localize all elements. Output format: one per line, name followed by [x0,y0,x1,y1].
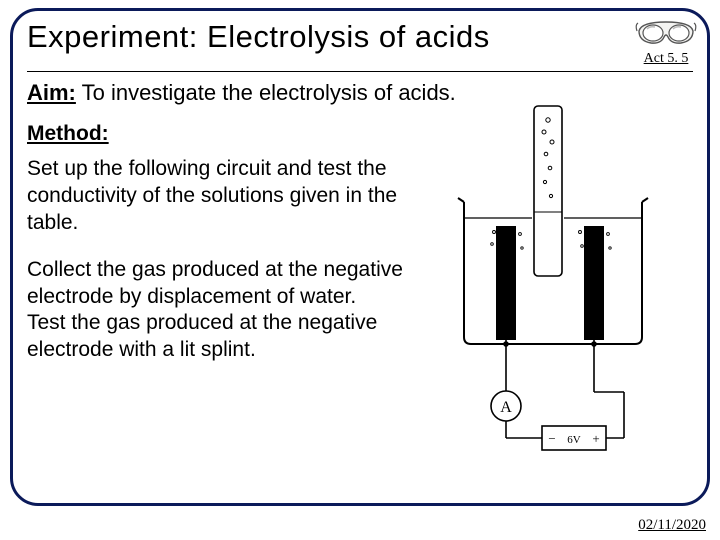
svg-text:+: + [592,431,599,446]
content-row: Set up the following circuit and test th… [27,156,693,452]
title-row: Experiment: Electrolysis of acids Act 5.… [27,19,693,67]
aim-label: Aim: [27,80,76,105]
activity-label: Act 5. 5 [644,51,689,67]
svg-text:−: − [548,431,555,446]
title-divider [27,71,693,72]
ammeter-label: A [500,399,512,416]
circuit-diagram-icon: A − 6V + [434,92,672,452]
aim-text: To investigate the electrolysis of acids… [76,80,456,105]
method-para-2: Collect the gas produced at the negative… [27,257,427,365]
electrolysis-diagram: A − 6V + [433,92,673,452]
footer-date: 02/11/2020 [638,517,706,534]
goggles-block: Act 5. 5 [635,17,697,67]
method-para-1: Set up the following circuit and test th… [27,156,427,237]
page-title: Experiment: Electrolysis of acids [27,19,627,55]
method-text: Set up the following circuit and test th… [27,156,427,452]
safety-goggles-icon [635,17,697,49]
svg-text:6V: 6V [567,434,581,446]
experiment-card: Experiment: Electrolysis of acids Act 5.… [10,8,710,506]
